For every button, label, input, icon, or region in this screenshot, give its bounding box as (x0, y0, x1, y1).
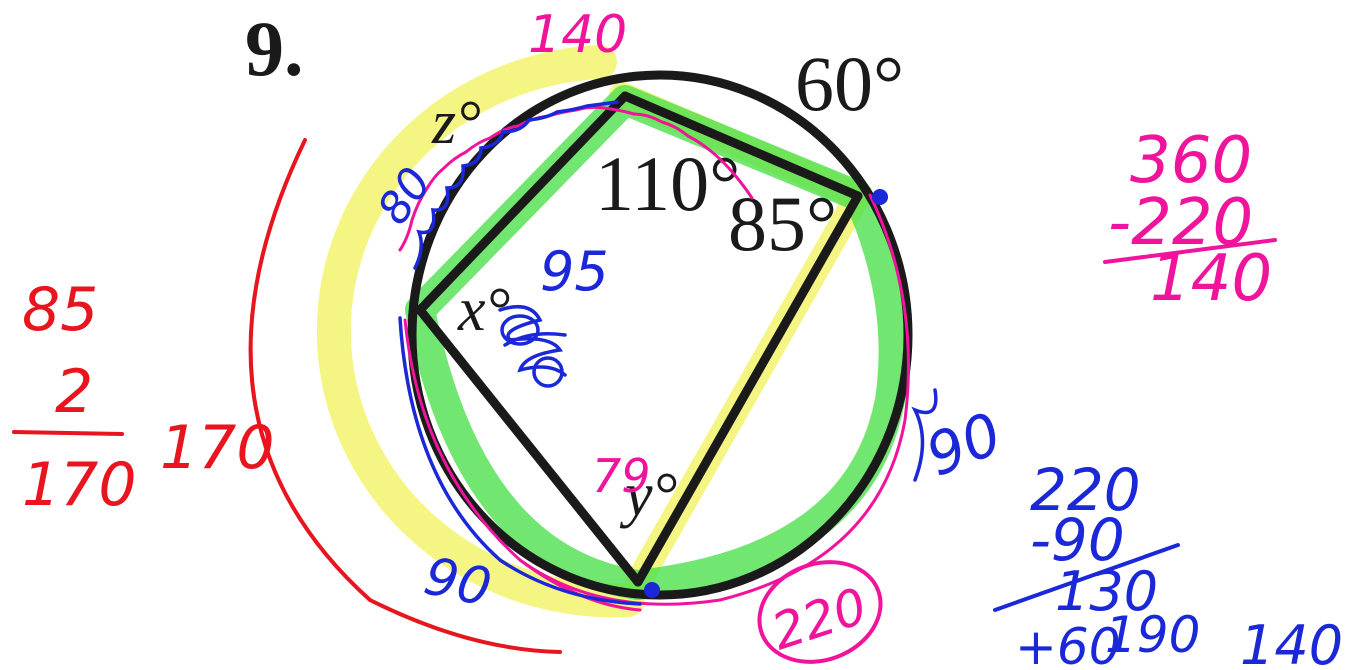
pink-140-result: 140 (1150, 242, 1272, 316)
pink-underline (1103, 238, 1277, 264)
blue-95: 95 (540, 240, 609, 303)
chord-left-bottom (415, 305, 643, 587)
red-arc-bracket (248, 138, 562, 654)
red-2: 2 (55, 357, 93, 427)
pink-140-top: 140 (528, 5, 627, 65)
blue-plus-60: +60 (1015, 618, 1121, 670)
pink-left-arc-trace (403, 318, 642, 612)
red-85: 85 (22, 275, 98, 345)
pink-360: 360 (1130, 124, 1252, 198)
green-highlight (405, 85, 909, 600)
blue-minus-90: -90 (1030, 506, 1125, 574)
pink-220-circled: 220 (765, 577, 874, 662)
pink-circle-outline (757, 560, 883, 664)
blue-underline (993, 543, 1180, 612)
chord-top-right (620, 91, 863, 201)
blue-scribble (498, 304, 567, 388)
blue-140-corner: 140 (1240, 614, 1343, 670)
blue-annotations: 80 95 90 90 220 -90 130 +60 190 140 (368, 100, 1343, 670)
red-underline (12, 430, 124, 436)
chord-top-left (415, 91, 630, 315)
yellow-highlight-left-arc (316, 45, 645, 618)
red-annotations: 85 2 170 170 (12, 138, 562, 654)
blue-130: 130 (1055, 560, 1158, 623)
blue-90-bottom: 90 (419, 546, 496, 618)
chord-right-bottom (633, 191, 863, 587)
blue-wavy-top-arc (413, 100, 619, 270)
label-angle-y: y° (619, 461, 677, 529)
label-angle-85: 85° (728, 180, 837, 267)
label-arc-60: 60° (795, 40, 904, 127)
label-angle-110: 110° (595, 140, 740, 227)
pink-annotations: 140 360 -220 140 220 79 (398, 5, 1277, 664)
red-170-side: 170 (160, 413, 275, 483)
blue-220: 220 (1030, 456, 1141, 524)
problem-number: 9. (245, 5, 304, 92)
blue-right-scribble (911, 388, 938, 482)
blue-190: 190 (1105, 606, 1200, 664)
blue-left-arc-trace (398, 316, 642, 606)
pink-79: 79 (592, 449, 651, 503)
blue-dots (644, 189, 888, 598)
red-170-result: 170 (22, 450, 137, 520)
green-highlight-quadrilateral (405, 85, 909, 600)
